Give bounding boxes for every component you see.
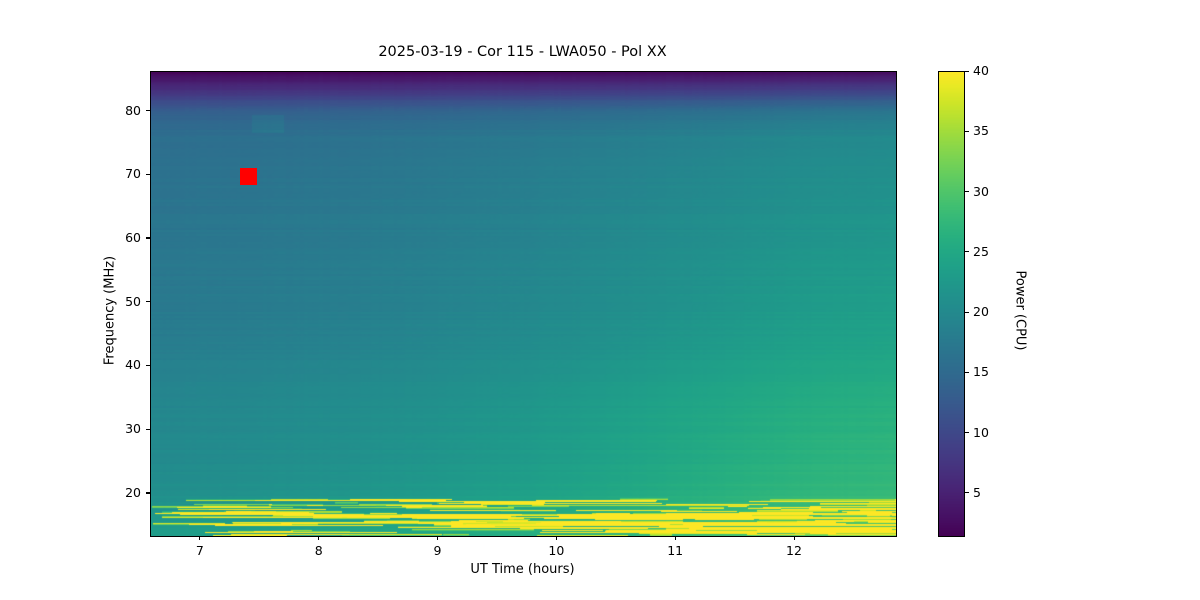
colorbar-tick-label: 5 bbox=[973, 484, 981, 500]
x-tick-label: 12 bbox=[786, 543, 802, 558]
y-tick-mark bbox=[146, 301, 150, 303]
colorbar-label: Power (CPU) bbox=[1012, 270, 1028, 351]
y-tick-label: 40 bbox=[125, 357, 141, 373]
colorbar-gradient bbox=[939, 72, 964, 536]
x-axis-label: UT Time (hours) bbox=[470, 562, 575, 577]
y-tick-label: 50 bbox=[125, 293, 141, 309]
y-axis-label: Frequency (MHz) bbox=[102, 255, 118, 366]
y-tick-mark bbox=[146, 110, 150, 112]
colorbar-tick-label: 25 bbox=[973, 243, 989, 259]
y-tick-mark bbox=[146, 428, 150, 430]
colorbar-tick-mark bbox=[965, 251, 969, 253]
colorbar-tick-label: 35 bbox=[973, 123, 989, 139]
page-title: 2025-03-19 - Cor 115 - LWA050 - Pol XX bbox=[378, 44, 667, 60]
y-tick-label: 30 bbox=[125, 421, 141, 437]
y-tick-label: 70 bbox=[125, 166, 141, 182]
y-tick-label: 60 bbox=[125, 229, 141, 245]
colorbar-tick-mark bbox=[965, 371, 969, 373]
x-tick-label: 7 bbox=[195, 543, 204, 558]
colorbar-tick-mark bbox=[965, 191, 969, 193]
x-tick-label: 9 bbox=[433, 543, 442, 558]
x-tick-label: 8 bbox=[314, 543, 323, 558]
colorbar-tick-mark bbox=[965, 70, 969, 72]
colorbar-tick-mark bbox=[965, 130, 969, 132]
colorbar-tick-mark bbox=[965, 492, 969, 494]
x-tick-label: 10 bbox=[548, 543, 565, 558]
colorbar-tick-label: 20 bbox=[973, 304, 989, 320]
y-tick-mark bbox=[146, 237, 150, 239]
y-tick-mark bbox=[146, 492, 150, 494]
y-tick-label: 80 bbox=[125, 102, 141, 118]
colorbar[interactable] bbox=[938, 71, 965, 537]
colorbar-tick-label: 30 bbox=[973, 183, 989, 199]
spectrogram-plot-area[interactable] bbox=[150, 71, 897, 537]
dynamic-spectrum-heatmap[interactable] bbox=[151, 72, 896, 536]
x-tick-mark bbox=[555, 536, 557, 540]
y-tick-mark bbox=[146, 364, 150, 367]
colorbar-tick-label: 10 bbox=[973, 424, 989, 440]
x-tick-mark bbox=[199, 536, 201, 540]
y-tick-label: 20 bbox=[125, 484, 141, 500]
source-marker-square[interactable] bbox=[240, 168, 258, 186]
y-tick-mark bbox=[146, 173, 150, 175]
colorbar-tick-label: 40 bbox=[973, 63, 989, 78]
x-tick-label: 11 bbox=[667, 543, 684, 558]
x-tick-mark bbox=[793, 536, 795, 540]
x-tick-mark bbox=[318, 536, 320, 540]
x-tick-mark bbox=[437, 536, 439, 540]
colorbar-tick-label: 15 bbox=[973, 364, 989, 380]
x-tick-mark bbox=[674, 536, 676, 540]
colorbar-tick-mark bbox=[965, 311, 969, 313]
colorbar-tick-mark bbox=[965, 432, 969, 434]
